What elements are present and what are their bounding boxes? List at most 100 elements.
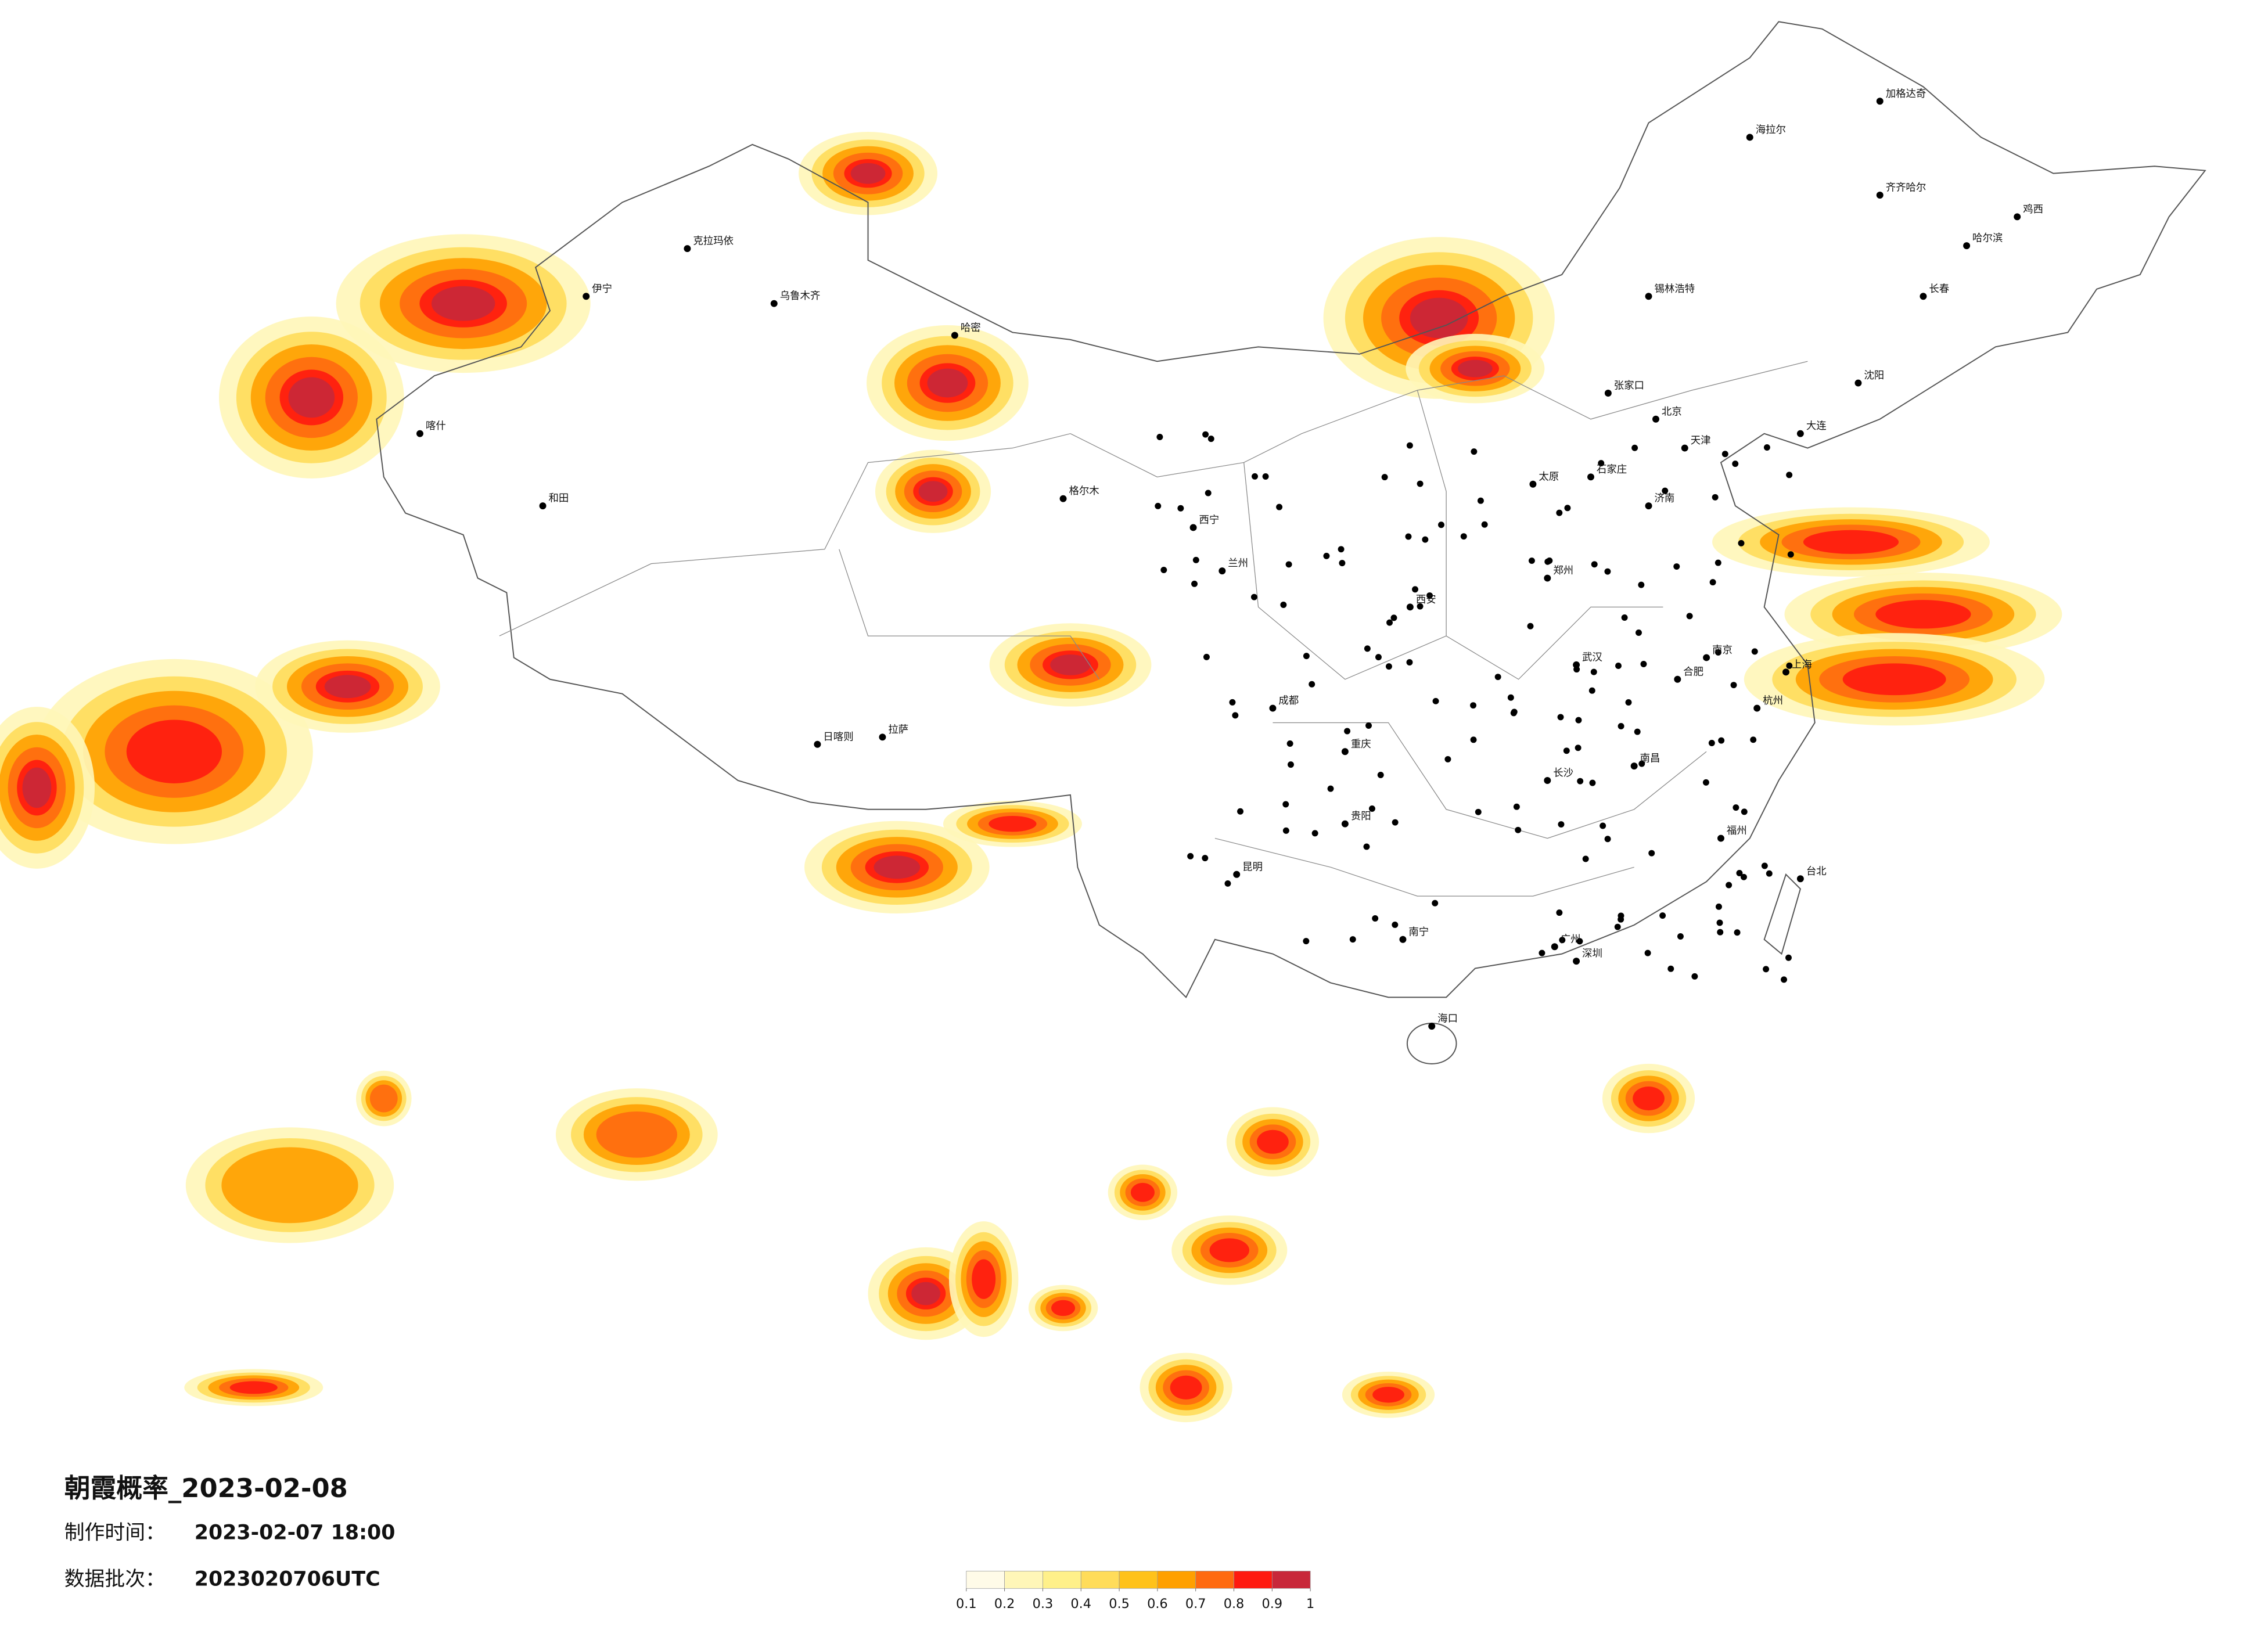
city-dot bbox=[1963, 242, 1971, 250]
colorbar-tick-label: 0.3 bbox=[1033, 1596, 1054, 1611]
city-label: 克拉玛依 bbox=[693, 236, 734, 247]
probability-area bbox=[126, 720, 222, 783]
city-dot bbox=[1730, 682, 1737, 689]
city-dot bbox=[1721, 451, 1728, 458]
colorbar-tick-label: 0.9 bbox=[1262, 1596, 1283, 1611]
colorbar-tick-label: 0.1 bbox=[956, 1596, 977, 1611]
city-dot bbox=[1763, 444, 1770, 451]
colorbar-swatch bbox=[1004, 1571, 1043, 1589]
city-dot bbox=[1341, 820, 1349, 828]
city-dot bbox=[1311, 830, 1318, 837]
city-dot bbox=[1786, 662, 1793, 669]
city-dot bbox=[1432, 697, 1439, 704]
city-dot bbox=[1645, 502, 1652, 510]
city-label: 加格达奇 bbox=[1886, 88, 1926, 100]
colorbar-swatch bbox=[1119, 1571, 1158, 1589]
city-dot bbox=[1559, 937, 1566, 944]
city-dot bbox=[1575, 717, 1582, 724]
city-dot bbox=[1372, 915, 1379, 922]
colorbar: 0.1 0.2 0.3 0.4 0.5 0.6 0.7 0.8 0.9 1 bbox=[956, 1571, 1314, 1611]
city-dot bbox=[879, 733, 886, 741]
city-dot bbox=[1544, 777, 1551, 784]
city-dot bbox=[1392, 921, 1399, 928]
probability-area bbox=[1372, 1387, 1404, 1403]
city-label: 拉萨 bbox=[888, 724, 908, 736]
city-dot bbox=[1854, 379, 1862, 387]
city-dot bbox=[1203, 653, 1210, 660]
city-dot bbox=[1582, 855, 1589, 862]
city-label: 鸡西 bbox=[2023, 204, 2043, 215]
city-label: 日喀则 bbox=[823, 731, 853, 743]
city-dot bbox=[1630, 762, 1638, 770]
city-dot bbox=[1648, 850, 1655, 857]
city-dot bbox=[416, 430, 423, 437]
city-dot bbox=[1477, 497, 1484, 504]
city-dot bbox=[1381, 474, 1388, 481]
city-dot bbox=[1205, 490, 1212, 497]
city-dot bbox=[1766, 870, 1773, 877]
city-label: 福州 bbox=[1727, 825, 1747, 837]
colorbar-tick-label: 0.2 bbox=[994, 1596, 1015, 1611]
city-dot bbox=[1785, 954, 1792, 961]
city-dot bbox=[1681, 444, 1688, 452]
city-dot bbox=[1177, 505, 1184, 512]
city-label: 成都 bbox=[1278, 695, 1299, 707]
city-dot bbox=[1377, 772, 1384, 778]
country-border bbox=[376, 21, 2206, 999]
city-dot bbox=[1587, 473, 1594, 481]
city-dot bbox=[1285, 561, 1292, 568]
probability-area bbox=[1257, 1129, 1289, 1154]
city-dot bbox=[1715, 903, 1722, 910]
colorbar-tick-label: 0.5 bbox=[1109, 1596, 1130, 1611]
city-dot bbox=[1920, 293, 1927, 300]
map-title: 朝霞概率_2023-02-08 bbox=[64, 1473, 348, 1503]
city-dot bbox=[1191, 580, 1198, 587]
city-label: 南宁 bbox=[1408, 926, 1429, 938]
city-dot bbox=[1406, 603, 1414, 611]
city-dot bbox=[1590, 668, 1597, 675]
city-dot bbox=[1417, 480, 1424, 487]
city-dot bbox=[583, 293, 590, 300]
probability-area bbox=[972, 1259, 996, 1299]
city-label: 天津 bbox=[1691, 435, 1711, 447]
city-label: 广州 bbox=[1561, 934, 1581, 945]
city-dot bbox=[1577, 778, 1584, 785]
probability-area bbox=[1803, 530, 1899, 554]
batch-value: 2023020706UTC bbox=[195, 1567, 380, 1591]
city-dot bbox=[1741, 808, 1748, 815]
city-dot bbox=[1558, 821, 1565, 828]
city-label: 贵阳 bbox=[1351, 811, 1371, 822]
city-dot bbox=[1631, 444, 1638, 451]
city-dot bbox=[1734, 929, 1741, 936]
city-label: 长沙 bbox=[1553, 768, 1573, 779]
city-dot bbox=[1763, 966, 1770, 973]
city-dot bbox=[1738, 539, 1745, 546]
city-dot bbox=[1202, 855, 1209, 862]
city-label: 大连 bbox=[1806, 420, 1827, 432]
city-dot bbox=[1618, 723, 1624, 729]
city-label: 济南 bbox=[1655, 493, 1675, 505]
city-dot bbox=[1686, 613, 1693, 620]
probability-area bbox=[1410, 297, 1468, 339]
probability-area bbox=[324, 675, 371, 699]
city-dot bbox=[1677, 933, 1684, 940]
city-dot bbox=[1659, 912, 1666, 919]
colorbar-swatch bbox=[1195, 1571, 1234, 1589]
city-dot bbox=[1363, 843, 1370, 850]
batch-label: 数据批次： bbox=[64, 1567, 166, 1591]
city-dot bbox=[1796, 875, 1804, 883]
city-label: 重庆 bbox=[1351, 739, 1371, 750]
city-dot bbox=[1600, 822, 1606, 829]
city-dot bbox=[1219, 567, 1226, 575]
city-dot bbox=[1575, 744, 1582, 751]
city-label: 北京 bbox=[1662, 406, 1682, 418]
probability-area bbox=[1633, 1087, 1665, 1111]
city-dot bbox=[1733, 804, 1739, 811]
city-label: 上海 bbox=[1792, 659, 1812, 671]
city-dot bbox=[1341, 748, 1349, 756]
city-dot bbox=[1618, 916, 1624, 923]
city-dot bbox=[1546, 557, 1553, 564]
city-label: 哈尔滨 bbox=[1972, 233, 2003, 244]
city-dot bbox=[1303, 938, 1310, 945]
